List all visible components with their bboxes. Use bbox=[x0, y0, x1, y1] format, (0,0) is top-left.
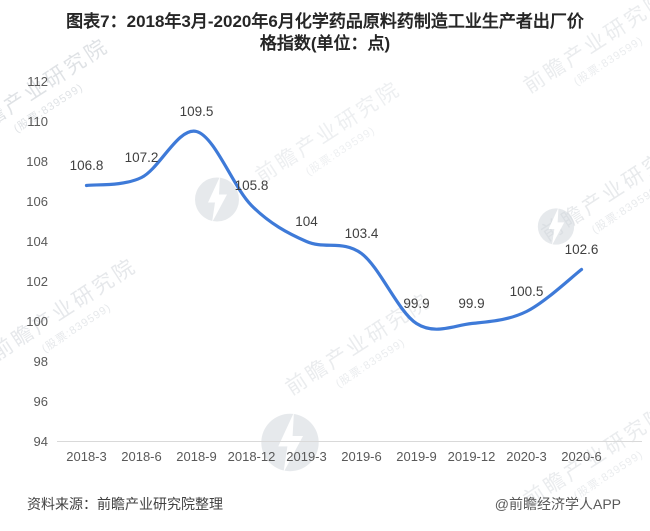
source-note: 资料来源：前瞻产业研究院整理 bbox=[27, 496, 223, 512]
y-tick-label: 96 bbox=[33, 393, 48, 409]
x-tick-label: 2018-3 bbox=[66, 449, 107, 464]
y-tick-label: 106 bbox=[26, 193, 48, 209]
x-tick-label: 2018-12 bbox=[227, 449, 276, 464]
y-tick-label: 112 bbox=[27, 73, 48, 89]
data-point-label: 104 bbox=[295, 213, 318, 229]
x-tick-label: 2020-6 bbox=[561, 449, 602, 464]
y-tick-label: 102 bbox=[26, 273, 48, 289]
data-point-label: 100.5 bbox=[509, 283, 544, 299]
y-tick-label: 110 bbox=[27, 113, 48, 129]
x-tick-label: 2019-3 bbox=[286, 449, 327, 464]
y-tick-label: 104 bbox=[26, 233, 48, 249]
x-tick-label: 2020-3 bbox=[506, 449, 547, 464]
y-tick-label: 100 bbox=[26, 313, 48, 329]
chart-title-line2: 格指数(单位：点) bbox=[259, 34, 391, 53]
y-tick-label: 108 bbox=[26, 153, 48, 169]
line-series-path bbox=[84, 129, 584, 331]
y-tick-label: 94 bbox=[33, 433, 48, 449]
chart-title: 图表7：2018年3月-2020年6月化学药品原料药制造工业生产者出厂价 格指数… bbox=[0, 11, 650, 55]
data-point-label: 106.8 bbox=[69, 157, 104, 173]
x-axis-line bbox=[57, 441, 642, 442]
data-point-label: 109.5 bbox=[179, 103, 214, 119]
app-credit: @前瞻经济学人APP bbox=[494, 496, 621, 512]
x-tick-label: 2018-9 bbox=[176, 449, 217, 464]
x-tick-label: 2019-9 bbox=[396, 449, 437, 464]
data-point-label: 99.9 bbox=[458, 295, 485, 311]
data-point-label: 105.8 bbox=[234, 177, 269, 193]
data-point-label: 102.6 bbox=[564, 241, 599, 257]
data-point-label: 103.4 bbox=[344, 225, 379, 241]
x-tick-label: 2019-6 bbox=[341, 449, 382, 464]
x-tick-label: 2018-6 bbox=[121, 449, 162, 464]
x-tick-label: 2019-12 bbox=[447, 449, 496, 464]
data-point-label: 99.9 bbox=[403, 295, 430, 311]
chart-title-line1: 图表7：2018年3月-2020年6月化学药品原料药制造工业生产者出厂价 bbox=[66, 12, 584, 31]
data-point-label: 107.2 bbox=[124, 149, 159, 165]
y-tick-label: 98 bbox=[33, 353, 48, 369]
